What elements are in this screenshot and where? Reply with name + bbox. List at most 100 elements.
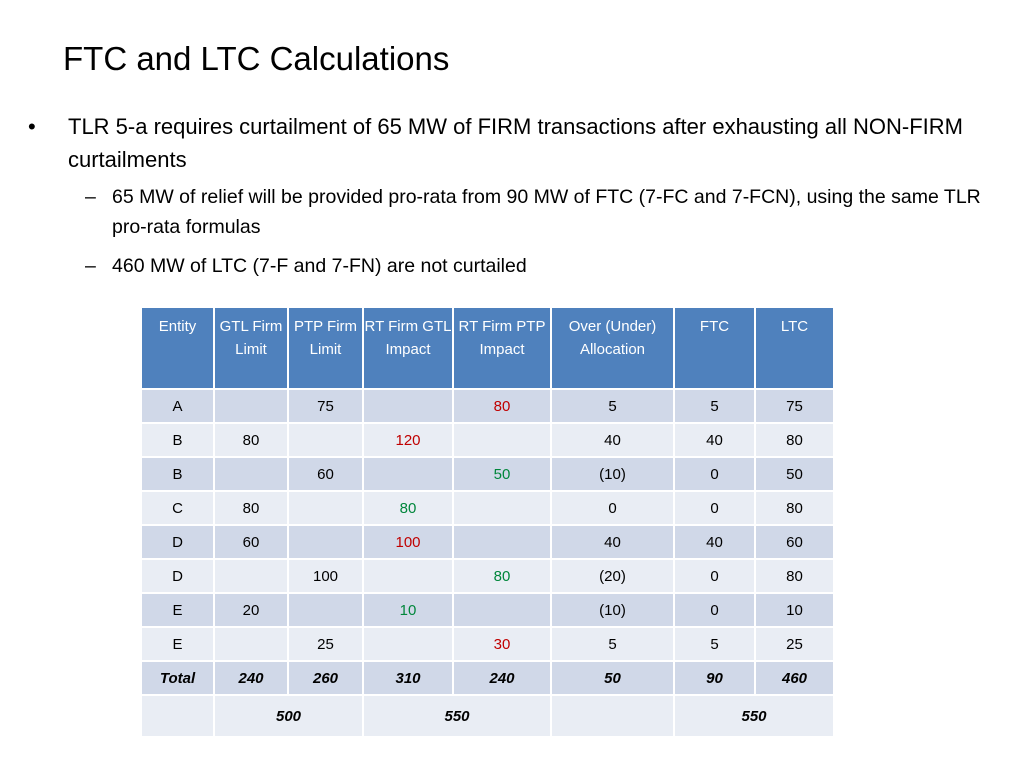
table-row: D 60 100 40 40 60 xyxy=(140,524,835,560)
main-bullet: • TLR 5-a requires curtailment of 65 MW … xyxy=(28,110,998,176)
total-gtl-firm-limit: 240 xyxy=(213,660,289,696)
sum-ftc-ltc: 550 xyxy=(673,694,835,738)
cell-gtl-firm-limit xyxy=(213,388,289,424)
cell-ltc: 25 xyxy=(754,626,835,662)
table-row: B 80 120 40 40 80 xyxy=(140,422,835,458)
cell-ptp-firm-limit: 100 xyxy=(287,558,364,594)
sum-empty-cell xyxy=(550,694,675,738)
cell-rt-firm-gtl-impact xyxy=(362,558,454,594)
cell-entity: E xyxy=(140,626,215,662)
cell-ltc: 50 xyxy=(754,456,835,492)
cell-ptp-firm-limit: 75 xyxy=(287,388,364,424)
cell-ptp-firm-limit xyxy=(287,524,364,560)
cell-ftc: 40 xyxy=(673,422,756,458)
header-ftc: FTC xyxy=(673,306,756,390)
cell-ltc: 80 xyxy=(754,558,835,594)
cell-rt-firm-ptp-impact: 80 xyxy=(452,558,552,594)
table-row: B 60 50 (10) 0 50 xyxy=(140,456,835,492)
cell-ftc: 5 xyxy=(673,388,756,424)
header-ptp-firm-limit: PTP Firm Limit xyxy=(287,306,364,390)
cell-rt-firm-ptp-impact: 80 xyxy=(452,388,552,424)
cell-over-under: 0 xyxy=(550,490,675,526)
cell-ftc: 0 xyxy=(673,592,756,628)
cell-ptp-firm-limit xyxy=(287,490,364,526)
total-rt-firm-gtl-impact: 310 xyxy=(362,660,454,696)
cell-ftc: 0 xyxy=(673,456,756,492)
cell-gtl-firm-limit: 60 xyxy=(213,524,289,560)
table-row: D 100 80 (20) 0 80 xyxy=(140,558,835,594)
table-row: E 25 30 5 5 25 xyxy=(140,626,835,662)
cell-gtl-firm-limit xyxy=(213,626,289,662)
cell-ptp-firm-limit xyxy=(287,422,364,458)
header-rt-firm-ptp-impact: RT Firm PTP Impact xyxy=(452,306,552,390)
sub-bullet-text: 460 MW of LTC (7-F and 7-FN) are not cur… xyxy=(112,255,527,277)
cell-ltc: 10 xyxy=(754,592,835,628)
bullet-dash-icon: – xyxy=(85,255,96,277)
cell-over-under: 40 xyxy=(550,524,675,560)
cell-entity: D xyxy=(140,558,215,594)
total-row: Total 240 260 310 240 50 90 460 xyxy=(140,660,835,696)
cell-entity: E xyxy=(140,592,215,628)
header-ltc: LTC xyxy=(754,306,835,390)
cell-rt-firm-ptp-impact xyxy=(452,422,552,458)
cell-gtl-firm-limit xyxy=(213,456,289,492)
header-entity: Entity xyxy=(140,306,215,390)
cell-over-under: 5 xyxy=(550,388,675,424)
cell-rt-firm-gtl-impact xyxy=(362,626,454,662)
cell-ftc: 5 xyxy=(673,626,756,662)
main-bullet-text: TLR 5-a requires curtailment of 65 MW of… xyxy=(68,114,963,172)
cell-rt-firm-ptp-impact xyxy=(452,592,552,628)
cell-ltc: 60 xyxy=(754,524,835,560)
cell-rt-firm-gtl-impact xyxy=(362,388,454,424)
total-ftc: 90 xyxy=(673,660,756,696)
cell-rt-firm-ptp-impact: 50 xyxy=(452,456,552,492)
slide-title: FTC and LTC Calculations xyxy=(63,40,450,77)
cell-over-under: 40 xyxy=(550,422,675,458)
cell-rt-firm-gtl-impact: 80 xyxy=(362,490,454,526)
cell-ptp-firm-limit xyxy=(287,592,364,628)
sum-firm-limit: 500 xyxy=(213,694,364,738)
table-row: C 80 80 0 0 80 xyxy=(140,490,835,526)
cell-ltc: 80 xyxy=(754,422,835,458)
total-label: Total xyxy=(140,660,215,696)
cell-ptp-firm-limit: 25 xyxy=(287,626,364,662)
cell-ftc: 0 xyxy=(673,490,756,526)
cell-rt-firm-gtl-impact: 10 xyxy=(362,592,454,628)
cell-entity: B xyxy=(140,422,215,458)
cell-gtl-firm-limit: 80 xyxy=(213,490,289,526)
cell-over-under: (10) xyxy=(550,456,675,492)
total-over-under: 50 xyxy=(550,660,675,696)
cell-rt-firm-ptp-impact xyxy=(452,524,552,560)
table-row: E 20 10 (10) 0 10 xyxy=(140,592,835,628)
cell-rt-firm-gtl-impact xyxy=(362,456,454,492)
cell-over-under: (10) xyxy=(550,592,675,628)
total-rt-firm-ptp-impact: 240 xyxy=(452,660,552,696)
cell-gtl-firm-limit: 80 xyxy=(213,422,289,458)
sub-bullet-text: 65 MW of relief will be provided pro-rat… xyxy=(112,186,981,238)
bullet-dash-icon: – xyxy=(85,186,96,208)
cell-rt-firm-gtl-impact: 120 xyxy=(362,422,454,458)
cell-gtl-firm-limit: 20 xyxy=(213,592,289,628)
cell-ptp-firm-limit: 60 xyxy=(287,456,364,492)
header-gtl-firm-limit: GTL Firm Limit xyxy=(213,306,289,390)
cell-entity: C xyxy=(140,490,215,526)
cell-gtl-firm-limit xyxy=(213,558,289,594)
cell-rt-firm-gtl-impact: 100 xyxy=(362,524,454,560)
cell-ftc: 0 xyxy=(673,558,756,594)
cell-ltc: 80 xyxy=(754,490,835,526)
bullet-dot-icon: • xyxy=(28,114,36,139)
sub-bullet-ftc: – 65 MW of relief will be provided pro-r… xyxy=(85,182,1000,242)
table-row: A 75 80 5 5 75 xyxy=(140,388,835,424)
sum-rt-impact: 550 xyxy=(362,694,552,738)
cell-ftc: 40 xyxy=(673,524,756,560)
cell-entity: A xyxy=(140,388,215,424)
cell-entity: B xyxy=(140,456,215,492)
cell-rt-firm-ptp-impact xyxy=(452,490,552,526)
calculation-table: Entity GTL Firm Limit PTP Firm Limit RT … xyxy=(140,306,835,738)
sum-empty-cell xyxy=(140,694,215,738)
cell-ltc: 75 xyxy=(754,388,835,424)
cell-entity: D xyxy=(140,524,215,560)
table-header-row: Entity GTL Firm Limit PTP Firm Limit RT … xyxy=(140,306,835,390)
header-over-under-allocation: Over (Under) Allocation xyxy=(550,306,675,390)
cell-over-under: (20) xyxy=(550,558,675,594)
